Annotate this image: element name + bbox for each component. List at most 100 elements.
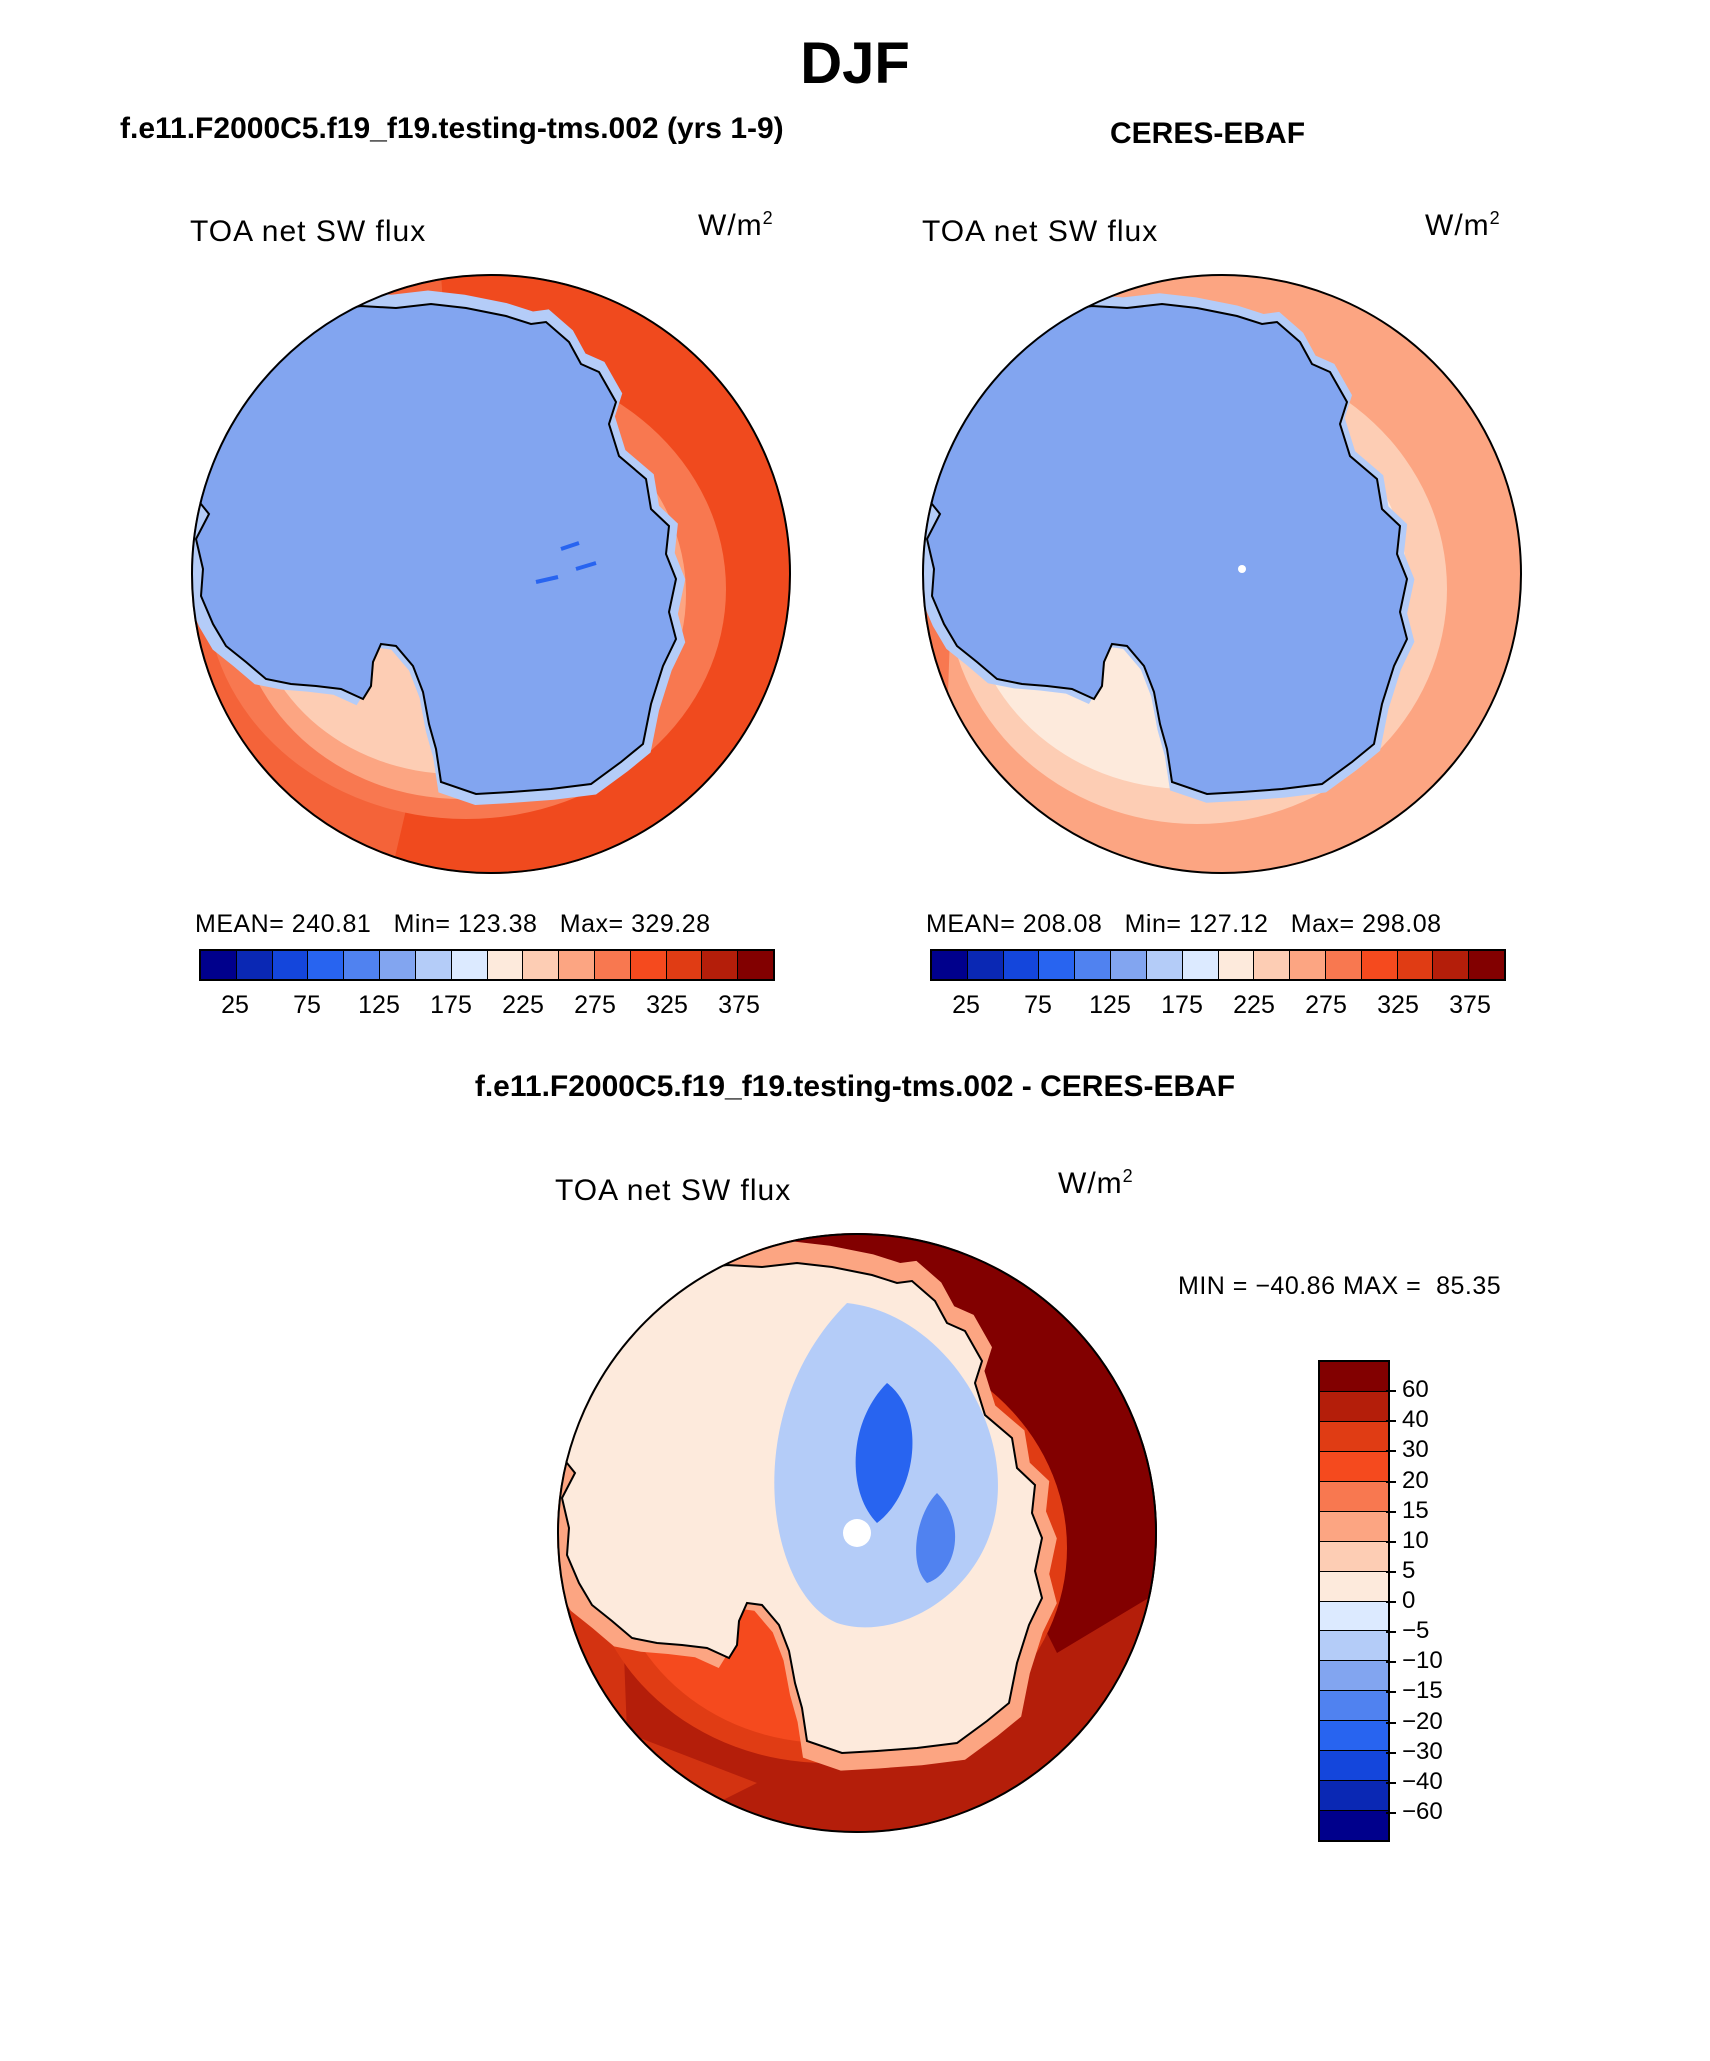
colorbar-tick-label: 30 [1402, 1436, 1429, 1464]
colorbar-tick-mark [1386, 1751, 1396, 1754]
colorbar-tick-label: 60 [1402, 1376, 1429, 1404]
colorbar-swatch [1397, 951, 1434, 979]
colorbar-tick-label: 25 [952, 991, 980, 1019]
panel1-low-spots [535, 541, 597, 584]
colorbar-tick-label: −15 [1402, 1677, 1443, 1705]
colorbar-tick-label: −30 [1402, 1737, 1443, 1765]
colorbar-swatch [738, 951, 773, 979]
colorbar-tick-mark [1386, 1450, 1396, 1453]
colorbar-swatch [451, 951, 488, 979]
panel3-pole-hole [843, 1519, 871, 1547]
colorbar-swatch [523, 951, 560, 979]
panel1-colorbar [199, 949, 775, 981]
panel3-map-border [557, 1233, 1157, 1833]
colorbar-tick-label: −10 [1402, 1647, 1443, 1675]
colorbar-tick-label: 40 [1402, 1406, 1429, 1434]
colorbar-swatch [1320, 1541, 1388, 1572]
colorbar-tick-label: 225 [502, 991, 544, 1019]
colorbar-tick-mark [1386, 1631, 1396, 1634]
colorbar-swatch [1320, 1811, 1388, 1840]
colorbar-swatch [1182, 951, 1219, 979]
colorbar-tick-label: 20 [1402, 1466, 1429, 1494]
colorbar-tick-label: 25 [221, 991, 249, 1019]
colorbar-tick-mark [1386, 1480, 1396, 1483]
colorbar-tick-mark [1386, 1540, 1396, 1543]
colorbar-tick-label: 75 [1024, 991, 1052, 1019]
panel3-title: f.e11.F2000C5.f19_f19.testing-tms.002 - … [474, 1070, 1236, 1103]
panel3-colorbar [1318, 1360, 1390, 1842]
colorbar-swatch [380, 951, 416, 979]
colorbar-swatch [1469, 951, 1504, 979]
colorbar-swatch [1320, 1751, 1388, 1782]
colorbar-tick-label: 325 [646, 991, 688, 1019]
colorbar-tick-mark [1386, 1390, 1396, 1393]
colorbar-swatch [1320, 1781, 1388, 1812]
panel1-map [191, 274, 791, 874]
panel3-minmax: MIN = −40.86 MAX = 85.35 [1178, 1272, 1502, 1300]
panel2-pole-hole [1238, 565, 1246, 573]
colorbar-swatch [967, 951, 1004, 979]
colorbar-swatch [236, 951, 273, 979]
colorbar-tick-mark [1386, 1420, 1396, 1423]
colorbar-swatch [1320, 1481, 1388, 1512]
colorbar-tick-label: 125 [358, 991, 400, 1019]
colorbar-swatch [1433, 951, 1470, 979]
colorbar-tick-label: 225 [1233, 991, 1275, 1019]
colorbar-tick-label: 15 [1402, 1496, 1429, 1524]
colorbar-swatch [630, 951, 667, 979]
colorbar-tick-label: 175 [430, 991, 472, 1019]
colorbar-tick-label: −60 [1402, 1797, 1443, 1825]
colorbar-swatch [1075, 951, 1112, 979]
colorbar-swatch [415, 951, 452, 979]
panel3-min-region-2 [916, 1493, 956, 1583]
panel3-map [557, 1233, 1157, 1833]
colorbar-swatch [201, 951, 237, 979]
colorbar-tick-label: −5 [1402, 1617, 1430, 1645]
panel1-map-border [191, 274, 791, 874]
colorbar-swatch [1320, 1601, 1388, 1632]
colorbar-swatch [702, 951, 739, 979]
colorbar-tick-label: 10 [1402, 1526, 1429, 1554]
colorbar-tick-mark [1386, 1661, 1396, 1664]
colorbar-tick-label: 5 [1402, 1556, 1416, 1584]
panel2-variable-label: TOA net SW flux [922, 215, 1159, 248]
colorbar-swatch [487, 951, 524, 979]
panel3-units: W/m2 [1058, 1166, 1134, 1200]
colorbar-tick-label: 375 [718, 991, 760, 1019]
colorbar-tick-mark [1386, 1601, 1396, 1603]
colorbar-swatch [1254, 951, 1291, 979]
colorbar-swatch [1320, 1511, 1388, 1542]
colorbar-tick-label: 125 [1089, 991, 1131, 1019]
season-title: DJF [800, 31, 910, 96]
panel2-title: CERES-EBAF [1110, 117, 1306, 150]
colorbar-swatch [1325, 951, 1362, 979]
colorbar-tick-mark [1386, 1811, 1396, 1814]
panel2-stats: MEAN= 208.08 Min= 127.12 Max= 298.08 [926, 910, 1442, 938]
colorbar-swatch [1320, 1631, 1388, 1662]
colorbar-swatch [594, 951, 631, 979]
colorbar-swatch [1218, 951, 1255, 979]
colorbar-swatch [1003, 951, 1040, 979]
colorbar-swatch [1320, 1391, 1388, 1422]
panel2-colorbar-ticks: 25 75 125 175 225 275 325 375 [930, 991, 1506, 1021]
colorbar-swatch [932, 951, 968, 979]
panel3-min-region [855, 1383, 913, 1523]
colorbar-swatch [1320, 1571, 1388, 1602]
panel1-units: W/m2 [698, 208, 774, 242]
colorbar-swatch [272, 951, 309, 979]
colorbar-tick-label: 75 [293, 991, 321, 1019]
panel3-variable-label: TOA net SW flux [555, 1174, 792, 1207]
colorbar-swatch [1320, 1362, 1388, 1392]
colorbar-swatch [344, 951, 381, 979]
colorbar-swatch [308, 951, 345, 979]
colorbar-tick-label: 0 [1402, 1587, 1416, 1614]
colorbar-swatch [559, 951, 595, 979]
colorbar-swatch [666, 951, 703, 979]
colorbar-tick-label: 325 [1377, 991, 1419, 1019]
colorbar-swatch [1146, 951, 1183, 979]
colorbar-tick-mark [1386, 1781, 1396, 1784]
colorbar-swatch [1290, 951, 1326, 979]
colorbar-tick-label: 175 [1161, 991, 1203, 1019]
panel2-map [922, 274, 1522, 874]
colorbar-tick-label: 275 [574, 991, 616, 1019]
